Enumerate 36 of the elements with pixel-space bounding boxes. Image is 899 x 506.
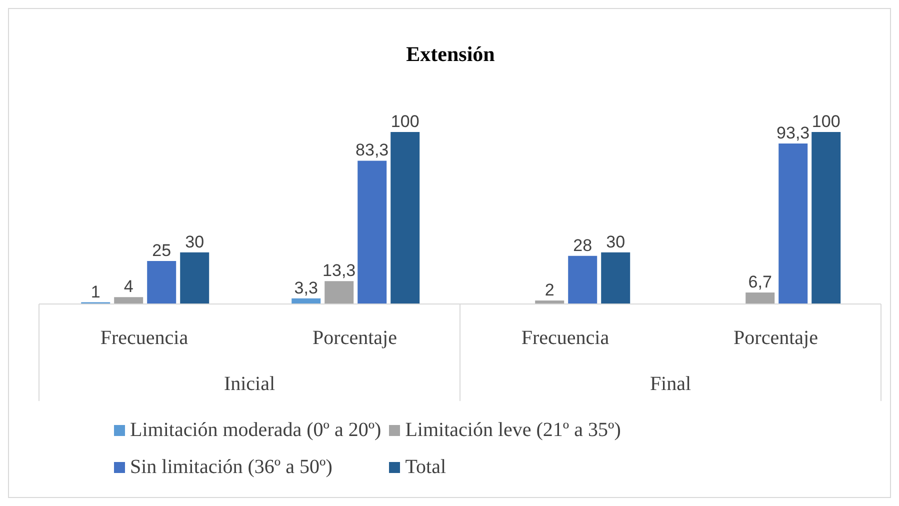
data-label: 100: [812, 112, 840, 131]
x-tick-label: Frecuencia: [521, 327, 610, 350]
bar: [601, 252, 630, 304]
data-label: 1: [90, 282, 100, 302]
legend-label: Limitación leve (21º a 35º): [405, 419, 621, 442]
bar: [568, 256, 598, 304]
data-label: 83,3: [356, 140, 389, 160]
text: Final: [650, 373, 692, 395]
data-label: 93,3: [776, 124, 810, 143]
data-label: 100: [390, 112, 420, 131]
bar: [390, 132, 420, 304]
data-label: 30: [606, 232, 626, 252]
x-tick-label: Frecuencia: [100, 327, 188, 350]
text: Inicial: [224, 373, 276, 395]
bar: [114, 297, 144, 304]
x-tick-label: Porcentaje: [312, 327, 398, 350]
data-label: 30: [185, 232, 204, 252]
data-label: 4: [124, 277, 134, 296]
bar: [324, 281, 354, 304]
bar: [778, 144, 808, 304]
bar: [358, 160, 387, 304]
legend-label: Limitación moderada (0º a 20º): [130, 419, 382, 442]
data-label: 3,3: [294, 278, 318, 298]
bar: [180, 252, 210, 304]
chart-title: Extensión: [406, 42, 496, 66]
bar: [812, 132, 841, 304]
legend-label: Sin limitación (36º a 50º): [130, 456, 332, 479]
data-label: 13,3: [322, 261, 356, 280]
data-label: 28: [573, 236, 592, 255]
bar: [147, 261, 176, 304]
legend-label: Total: [405, 456, 446, 479]
data-label: 25: [152, 241, 172, 260]
data-label: 2: [544, 280, 554, 300]
bar: [746, 292, 775, 304]
x-tick-label: Porcentaje: [734, 327, 818, 350]
data-label: 6,7: [748, 272, 772, 292]
